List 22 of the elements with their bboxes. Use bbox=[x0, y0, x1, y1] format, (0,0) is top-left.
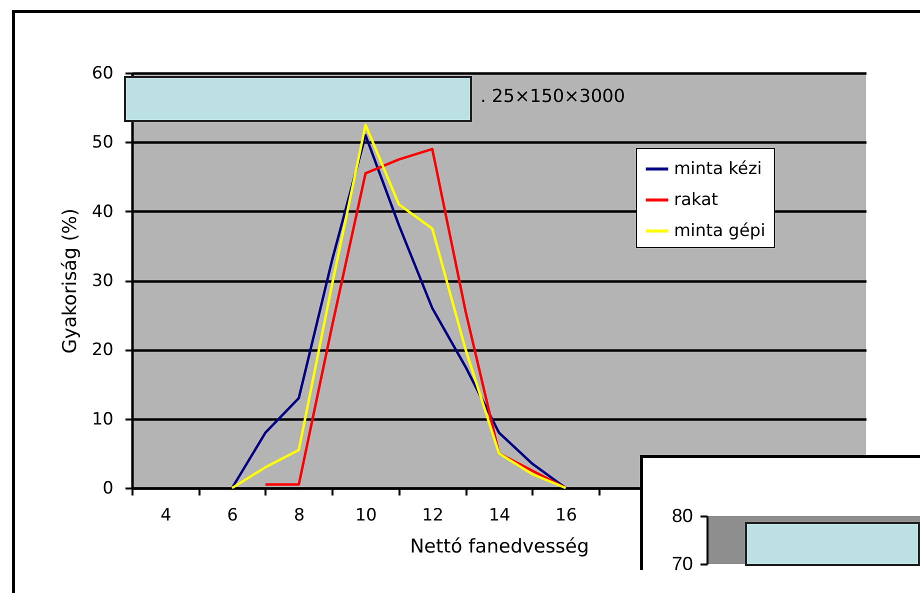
x-tick-label: 12 bbox=[422, 506, 444, 526]
y-tick-label: 0 bbox=[102, 478, 114, 498]
y-tick-label: 60 bbox=[92, 64, 114, 84]
x-tick-label: 10 bbox=[355, 506, 377, 526]
y-tick-label: 50 bbox=[92, 132, 114, 153]
legend-label: rakat bbox=[674, 190, 718, 210]
y-tick-label: 10 bbox=[92, 409, 114, 430]
x-tick-label: 8 bbox=[294, 506, 305, 526]
x-tick-label: 16 bbox=[555, 506, 578, 526]
y-tick-label: 30 bbox=[92, 271, 114, 291]
x-tick-label: 14 bbox=[488, 506, 510, 526]
x-tick-label: 6 bbox=[227, 506, 238, 526]
y-tick-label: 40 bbox=[92, 202, 114, 222]
y-tick-label: 20 bbox=[92, 340, 114, 360]
text: 70 bbox=[672, 554, 693, 575]
text: 80 bbox=[672, 506, 693, 527]
legend-label: minta gépi bbox=[674, 221, 766, 241]
legend-label: minta kézi bbox=[674, 159, 762, 179]
y-axis-title: Gyakoriság (%) bbox=[58, 208, 81, 354]
x-axis-title: Nettó fanedvesség bbox=[410, 536, 590, 558]
x-tick-label: 4 bbox=[160, 506, 172, 526]
text: . 25×150×3000 bbox=[480, 86, 626, 107]
